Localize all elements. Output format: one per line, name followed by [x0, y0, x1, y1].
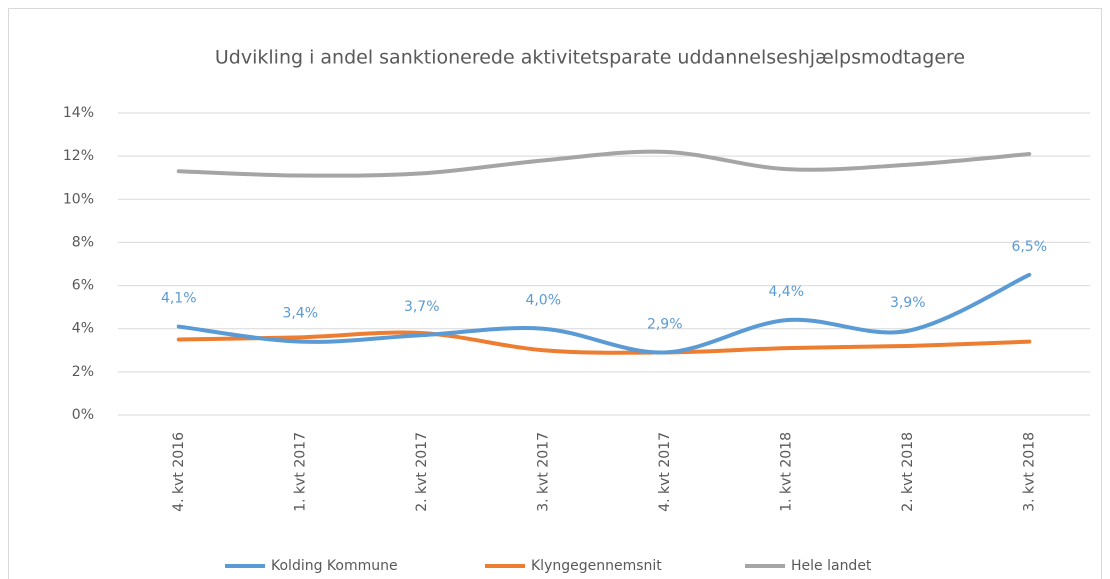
- y-tick-label: 8%: [72, 234, 94, 250]
- y-tick-label: 14%: [63, 105, 94, 121]
- x-tick-label: 1. kvt 2018: [778, 432, 794, 512]
- x-tick-label: 3. kvt 2018: [1021, 432, 1037, 512]
- legend-label: Hele landet: [791, 558, 872, 574]
- series-line: [176, 330, 1032, 355]
- x-tick-label: 1. kvt 2017: [292, 432, 308, 512]
- data-label: 4,0%: [525, 293, 561, 309]
- y-tick-label: 10%: [63, 191, 94, 207]
- series-line: [176, 272, 1032, 355]
- data-label: 6,5%: [1011, 239, 1047, 255]
- data-label: 4,4%: [768, 284, 804, 300]
- y-tick-label: 0%: [72, 407, 94, 423]
- x-tick-label: 4. kvt 2016: [171, 432, 187, 512]
- x-tick-label: 3. kvt 2017: [535, 432, 551, 512]
- x-tick-label: 2. kvt 2017: [414, 432, 430, 512]
- data-label: 3,9%: [890, 295, 926, 311]
- y-tick-label: 2%: [72, 364, 94, 380]
- data-label: 3,7%: [404, 299, 440, 315]
- chart-title: Udvikling i andel sanktionerede aktivite…: [215, 47, 965, 69]
- y-tick-label: 6%: [72, 278, 94, 294]
- series-line: [176, 149, 1032, 178]
- legend-label: Klyngegennemsnit: [531, 558, 662, 574]
- x-tick-label: 4. kvt 2017: [657, 432, 673, 512]
- chart-border: [8, 8, 1102, 579]
- data-label: 3,4%: [282, 306, 318, 322]
- y-tick-label: 4%: [72, 321, 94, 337]
- y-tick-label: 12%: [63, 148, 94, 164]
- legend-label: Kolding Kommune: [271, 558, 398, 574]
- data-label: 4,1%: [161, 291, 197, 307]
- data-label: 2,9%: [647, 316, 683, 332]
- x-tick-label: 2. kvt 2018: [900, 432, 916, 512]
